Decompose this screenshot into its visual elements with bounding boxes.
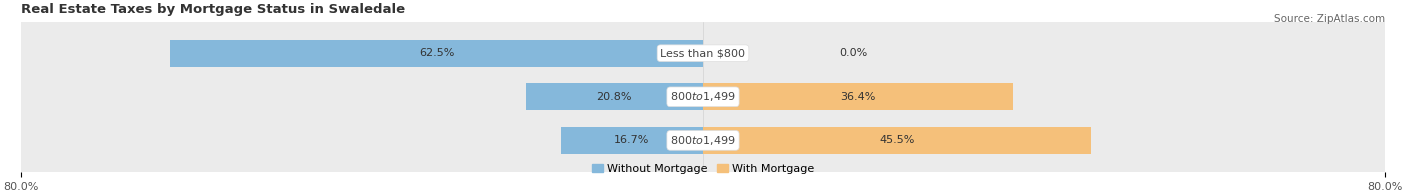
Text: Less than $800: Less than $800 xyxy=(661,48,745,58)
Bar xyxy=(703,127,1091,154)
Text: Source: ZipAtlas.com: Source: ZipAtlas.com xyxy=(1274,14,1385,24)
Bar xyxy=(170,40,703,67)
Text: 36.4%: 36.4% xyxy=(841,92,876,102)
Text: 16.7%: 16.7% xyxy=(614,135,650,145)
Text: 20.8%: 20.8% xyxy=(596,92,633,102)
Bar xyxy=(561,127,703,154)
Text: Real Estate Taxes by Mortgage Status in Swaledale: Real Estate Taxes by Mortgage Status in … xyxy=(21,4,405,16)
FancyBboxPatch shape xyxy=(13,0,1393,146)
Bar xyxy=(526,83,703,110)
Legend: Without Mortgage, With Mortgage: Without Mortgage, With Mortgage xyxy=(588,159,818,178)
Bar xyxy=(703,83,1014,110)
FancyBboxPatch shape xyxy=(13,4,1393,190)
Text: $800 to $1,499: $800 to $1,499 xyxy=(671,134,735,147)
Text: 0.0%: 0.0% xyxy=(839,48,868,58)
FancyBboxPatch shape xyxy=(13,47,1393,195)
Text: $800 to $1,499: $800 to $1,499 xyxy=(671,90,735,103)
Text: 62.5%: 62.5% xyxy=(419,48,454,58)
Text: 45.5%: 45.5% xyxy=(879,135,914,145)
